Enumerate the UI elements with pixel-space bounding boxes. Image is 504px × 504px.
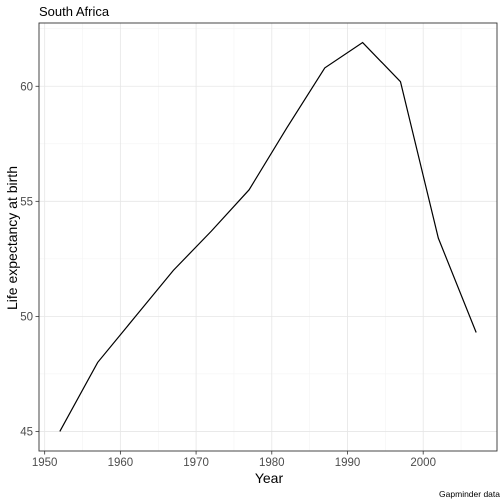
chart-title: South Africa — [39, 4, 110, 19]
plot-panel — [38, 22, 498, 452]
series-line — [59, 41, 477, 432]
x-axis-title: Year — [255, 470, 284, 486]
x-tick-label: 1960 — [108, 457, 134, 469]
x-tick-label: 1970 — [183, 457, 209, 469]
x-tick-label: 2000 — [410, 457, 436, 469]
x-tick-label: 1980 — [259, 457, 285, 469]
axis-ticks: 1950 1960 1970 1980 1990 2000 45 50 55 60 — [20, 81, 436, 469]
gridlines — [39, 23, 497, 451]
caption: Gapminder data — [439, 489, 500, 499]
x-tick-label: 1990 — [335, 457, 361, 469]
x-tick-label: 1950 — [32, 457, 58, 469]
y-tick-label: 60 — [20, 81, 33, 93]
y-tick-label: 45 — [20, 426, 33, 438]
y-tick-label: 50 — [20, 311, 33, 323]
y-tick-label: 55 — [20, 196, 33, 208]
y-axis-title: Life expectancy at birth — [4, 166, 20, 310]
